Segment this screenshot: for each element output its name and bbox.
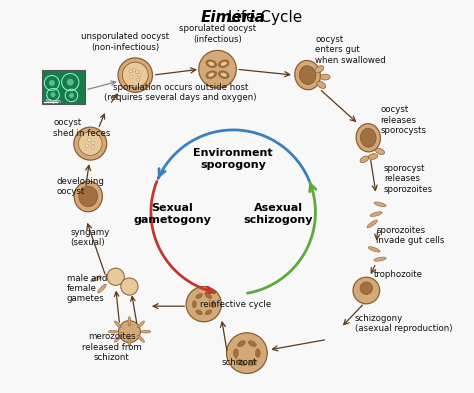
- Text: trophozoite: trophozoite: [374, 270, 423, 279]
- Ellipse shape: [317, 81, 326, 88]
- Circle shape: [199, 50, 237, 88]
- Ellipse shape: [206, 60, 217, 68]
- Ellipse shape: [208, 73, 214, 77]
- Ellipse shape: [374, 202, 386, 207]
- Circle shape: [129, 70, 132, 73]
- Text: schizont: schizont: [221, 358, 257, 367]
- Ellipse shape: [137, 335, 145, 342]
- Ellipse shape: [211, 301, 215, 308]
- Ellipse shape: [219, 60, 229, 68]
- Circle shape: [137, 78, 140, 81]
- Ellipse shape: [370, 212, 382, 217]
- Ellipse shape: [315, 66, 324, 73]
- Text: oocyst
shed in feces: oocyst shed in feces: [53, 118, 110, 138]
- Ellipse shape: [367, 220, 377, 228]
- Ellipse shape: [255, 349, 260, 358]
- Text: Eimeria: Eimeria: [201, 11, 265, 26]
- Ellipse shape: [360, 129, 376, 147]
- Circle shape: [122, 62, 148, 88]
- Text: Sexual
gametogony: Sexual gametogony: [134, 203, 211, 225]
- Ellipse shape: [360, 156, 369, 163]
- Ellipse shape: [128, 317, 131, 326]
- Circle shape: [137, 73, 141, 77]
- Circle shape: [74, 127, 107, 160]
- Text: developing
oocyst: developing oocyst: [57, 177, 105, 196]
- Ellipse shape: [237, 341, 246, 347]
- Ellipse shape: [374, 257, 386, 261]
- Text: merozoites
released from
schizont: merozoites released from schizont: [82, 332, 142, 362]
- Circle shape: [136, 70, 139, 73]
- Ellipse shape: [196, 294, 202, 299]
- Text: unsporulated oocyst
(non-infectious): unsporulated oocyst (non-infectious): [82, 32, 170, 51]
- Text: sporulation occurs outside host
(requires several days and oxygen): sporulation occurs outside host (require…: [104, 83, 256, 103]
- Ellipse shape: [192, 301, 196, 308]
- Ellipse shape: [79, 186, 98, 207]
- Circle shape: [92, 141, 95, 144]
- Ellipse shape: [98, 284, 106, 293]
- Circle shape: [85, 144, 88, 147]
- Circle shape: [360, 282, 373, 294]
- Ellipse shape: [295, 61, 320, 90]
- Circle shape: [118, 58, 153, 92]
- Circle shape: [88, 138, 91, 141]
- Circle shape: [107, 268, 124, 285]
- Ellipse shape: [237, 360, 246, 365]
- Ellipse shape: [208, 62, 214, 66]
- Circle shape: [51, 92, 55, 97]
- Ellipse shape: [375, 149, 384, 154]
- Ellipse shape: [368, 154, 378, 160]
- Ellipse shape: [114, 321, 121, 328]
- Text: sporozoites
invade gut cells: sporozoites invade gut cells: [376, 226, 445, 245]
- Ellipse shape: [219, 71, 229, 79]
- Ellipse shape: [108, 330, 118, 333]
- Ellipse shape: [74, 181, 102, 212]
- Circle shape: [186, 286, 221, 322]
- Ellipse shape: [205, 294, 212, 299]
- Text: male and
female
gametes: male and female gametes: [67, 274, 107, 303]
- Circle shape: [227, 333, 267, 373]
- Ellipse shape: [299, 66, 316, 84]
- Ellipse shape: [248, 341, 256, 347]
- Ellipse shape: [356, 124, 381, 152]
- Text: sporulated oocyst
(infectious): sporulated oocyst (infectious): [179, 24, 256, 44]
- Ellipse shape: [91, 276, 101, 282]
- Ellipse shape: [368, 247, 380, 252]
- Circle shape: [79, 132, 102, 155]
- Circle shape: [49, 80, 55, 86]
- Circle shape: [91, 146, 94, 149]
- Text: Life Cycle: Life Cycle: [223, 11, 302, 26]
- Circle shape: [121, 278, 138, 295]
- Text: syngamy
(sexual): syngamy (sexual): [71, 228, 110, 247]
- Ellipse shape: [114, 335, 121, 342]
- Circle shape: [130, 75, 133, 79]
- Text: oocyst
enters gut
when swallowed: oocyst enters gut when swallowed: [315, 35, 386, 64]
- Text: reinfective cycle: reinfective cycle: [200, 300, 271, 309]
- Ellipse shape: [221, 73, 227, 77]
- FancyBboxPatch shape: [42, 70, 85, 105]
- Ellipse shape: [137, 321, 145, 328]
- Text: Asexual
schizogony: Asexual schizogony: [244, 203, 313, 225]
- Circle shape: [69, 93, 74, 98]
- Text: 30 μm: 30 μm: [45, 99, 61, 104]
- Ellipse shape: [141, 330, 151, 333]
- Circle shape: [353, 277, 380, 304]
- Circle shape: [67, 79, 74, 86]
- Ellipse shape: [221, 62, 227, 66]
- Ellipse shape: [320, 74, 330, 80]
- Text: oocyst
releases
sporocysts: oocyst releases sporocysts: [380, 105, 426, 135]
- Ellipse shape: [128, 337, 131, 347]
- Ellipse shape: [196, 310, 202, 315]
- Circle shape: [133, 69, 136, 72]
- Text: sporocyst
releases
sporozoites: sporocyst releases sporozoites: [384, 164, 433, 194]
- Text: schizogony
(asexual reproduction): schizogony (asexual reproduction): [355, 314, 452, 334]
- Circle shape: [118, 321, 140, 343]
- Ellipse shape: [206, 71, 217, 79]
- Ellipse shape: [205, 310, 212, 315]
- Ellipse shape: [248, 360, 256, 365]
- Text: Environment
sporogony: Environment sporogony: [193, 149, 273, 170]
- Ellipse shape: [234, 349, 238, 358]
